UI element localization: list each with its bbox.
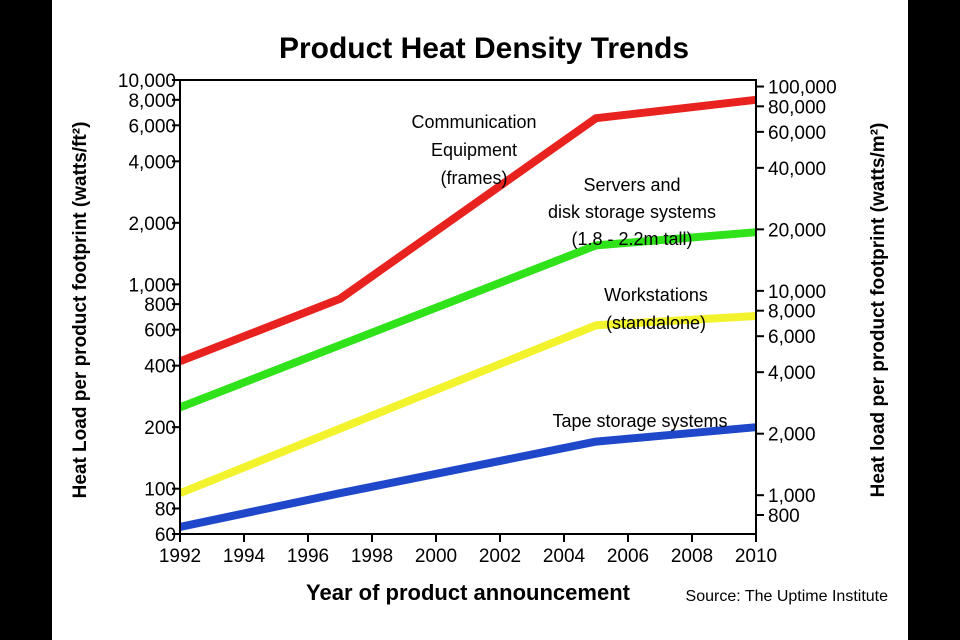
chart-panel: Product Heat Density Trends Communicatio… — [52, 0, 908, 640]
y2-tick-label: 2,000 — [768, 425, 816, 446]
y-tick-label: 2,000 — [128, 214, 176, 235]
annotation-communication-line-0: Communication — [411, 112, 536, 132]
y-tick-label: 4,000 — [128, 152, 176, 173]
y-axis-label-right: Heat load per product footprint (watts/m… — [868, 123, 889, 498]
y2-tick-label: 80,000 — [768, 97, 826, 118]
x-tick-label: 2006 — [607, 546, 649, 567]
y2-tick-label: 20,000 — [768, 220, 826, 241]
x-tick-label: 1994 — [223, 546, 266, 567]
y2-tick-label: 100,000 — [768, 78, 837, 99]
annotation-workstations-line-1: (standalone) — [606, 313, 706, 333]
y2-tick-label: 800 — [768, 506, 800, 527]
annotation-servers-line-2: (1.8 - 2.2m tall) — [571, 229, 692, 249]
y-tick-label: 6,000 — [128, 116, 176, 137]
x-tick-label: 2000 — [415, 546, 457, 567]
y2-tick-label: 60,000 — [768, 123, 826, 144]
y-tick-label: 60 — [155, 525, 176, 546]
y2-tick-label: 8,000 — [768, 302, 816, 323]
annotation-layer: Communication Equipment (frames) Servers an… — [411, 112, 727, 431]
series-line-communication — [178, 95, 757, 366]
y2-tick-label: 1,000 — [768, 486, 816, 507]
x-tick-label: 2008 — [671, 546, 713, 567]
y-tick-label: 800 — [144, 295, 176, 316]
x-tick-label: 1992 — [159, 546, 201, 567]
annotation-communication-line-1: Equipment — [431, 140, 517, 160]
annotation-tape-line-0: Tape storage systems — [552, 411, 727, 431]
y2-tick-label: 4,000 — [768, 363, 816, 384]
x-tick-label: 2010 — [735, 546, 777, 567]
source-note: Source: The Uptime Institute — [686, 588, 889, 605]
y2-tick-label: 40,000 — [768, 159, 826, 180]
x-tick-label: 1998 — [351, 546, 393, 567]
annotation-servers-line-0: Servers and — [583, 175, 680, 195]
series-layer — [178, 95, 757, 531]
chart-title: Product Heat Density Trends — [279, 32, 689, 65]
y2-tick-label: 6,000 — [768, 327, 816, 348]
annotation-workstations-line-0: Workstations — [604, 285, 708, 305]
y-tick-label: 600 — [144, 321, 176, 342]
heat-density-chart: Product Heat Density Trends Communicatio… — [70, 32, 889, 605]
series-line-tape — [179, 423, 757, 531]
y-tick-label: 400 — [144, 357, 176, 378]
x-axis: 1992 1994 1996 1998 2000 2002 2004 2006 2008 2010 — [159, 534, 777, 567]
x-axis-label: Year of product announcement — [306, 580, 631, 605]
y-tick-label: 8,000 — [128, 91, 176, 112]
series-line-workstations — [178, 312, 757, 497]
y2-tick-label: 10,000 — [768, 282, 826, 303]
annotation-communication-line-2: (frames) — [441, 168, 508, 188]
y-tick-label: 80 — [155, 499, 176, 520]
series-line-servers — [178, 228, 757, 412]
x-tick-label: 1996 — [287, 546, 329, 567]
annotation-servers-line-1: disk storage systems — [548, 202, 716, 222]
y-tick-label: 1,000 — [128, 275, 176, 296]
plot-frame — [179, 79, 757, 535]
y-tick-label: 10,000 — [118, 71, 176, 92]
x-tick-label: 2002 — [479, 546, 521, 567]
y-axis-label-left: Heat Load per product footprint (watts/f… — [70, 122, 91, 499]
y-tick-label: 100 — [144, 480, 176, 501]
y-tick-label: 200 — [144, 418, 176, 439]
x-tick-label: 2004 — [543, 546, 586, 567]
